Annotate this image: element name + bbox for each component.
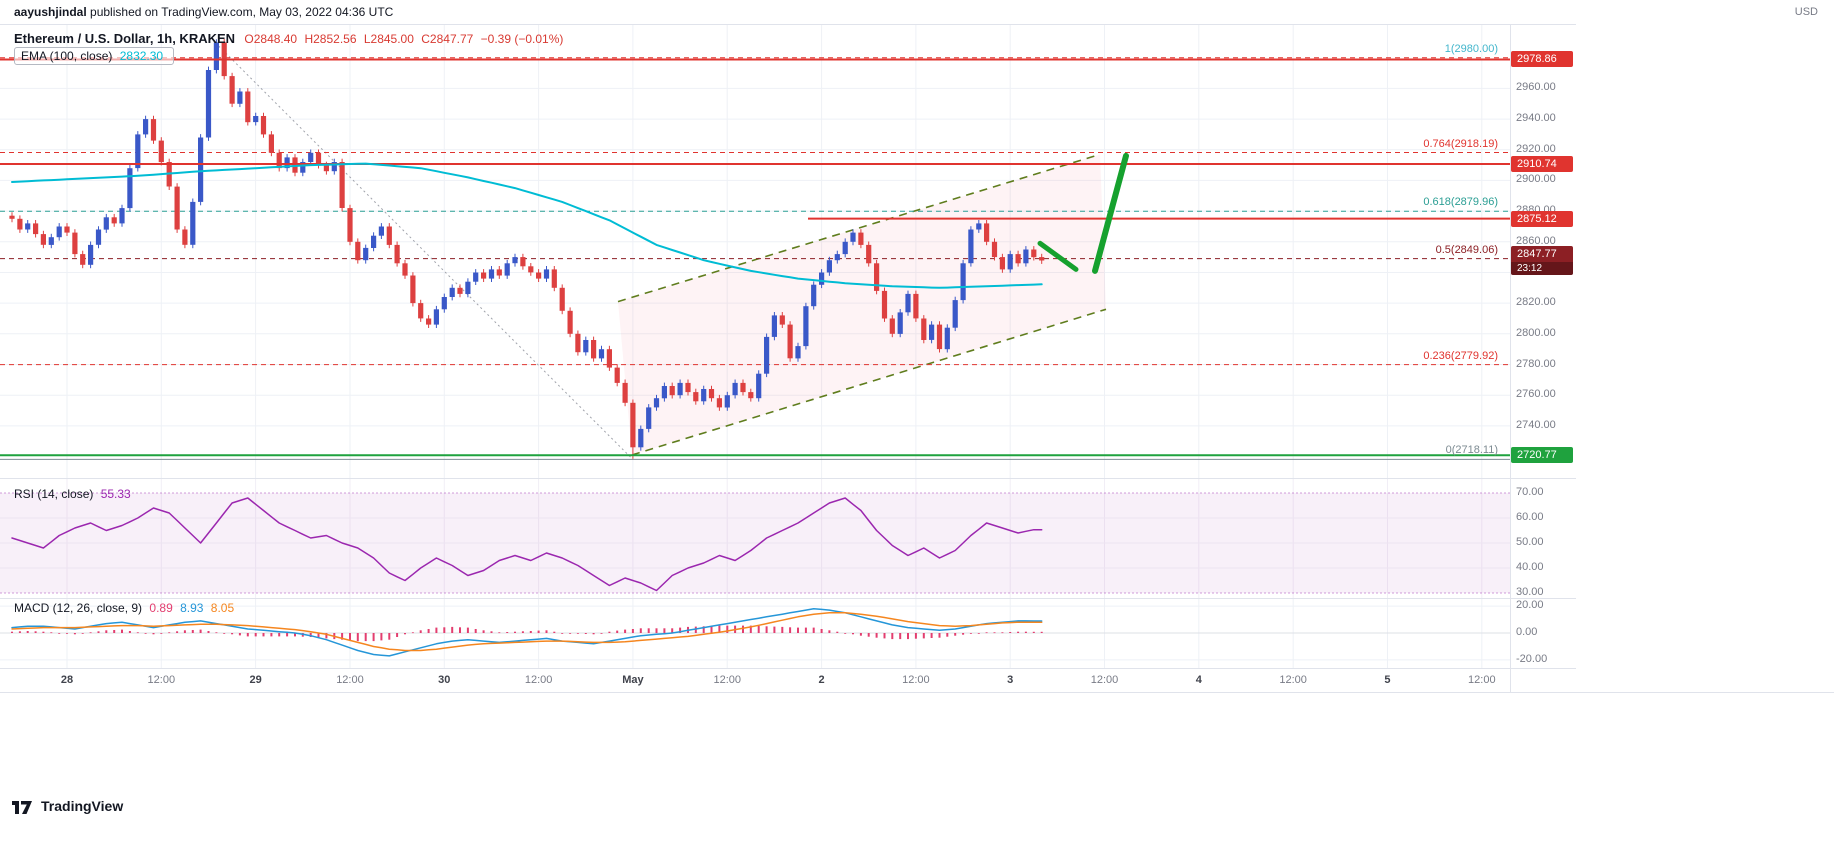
rsi-pane-canvas[interactable] [0,478,1510,598]
time-axis-label: 3 [1007,674,1014,686]
attribution-text: published on TradingView.com, May 03, 20… [86,5,394,19]
time-axis-label: May [622,674,644,686]
price-axis-tick: 2820.00 [1516,296,1556,309]
time-axis-label: 12:00 [524,674,553,686]
macd-axis-tick: -20.00 [1516,652,1548,665]
ema-value: 2832.30 [119,49,164,63]
price-axis-tick: 2900.00 [1516,173,1556,186]
pane-separator[interactable] [0,478,1576,479]
price-axis-tick: 2960.00 [1516,81,1556,94]
time-axis-border [0,668,1576,669]
price-axis-tick: 2800.00 [1516,326,1556,339]
last-price-badge: 2847.77 23:12 [1511,245,1573,275]
price-axis-tick: 2740.00 [1516,418,1556,431]
time-axis-label: 2 [818,674,825,686]
tradingview-logo-icon [12,801,32,814]
macd-axis-tick: 0.00 [1516,626,1538,638]
time-axis-label: 5 [1384,674,1391,686]
ohlc-open: O2848.40 [244,32,298,46]
currency-toggle[interactable]: USD [1794,6,1818,18]
price-axis-tick: 2840.00 [1516,265,1556,278]
time-axis-label: 12:00 [1279,674,1307,686]
macd-label: MACD (12, 26, close, 9) [14,601,143,615]
price-line-badge: 2910.74 [1511,155,1573,172]
chart-top-border [0,24,1576,25]
price-axis-border[interactable] [1510,24,1511,692]
time-axis-label: 12:00 [1468,674,1496,686]
price-axis-tick: 2940.00 [1516,112,1556,125]
rsi-axis-tick: 40.00 [1516,561,1544,573]
ohlc-low: L2845.00 [363,32,414,46]
time-axis-label: 30 [438,674,451,686]
tradingview-logo-text: TradingView [41,798,124,814]
ohlc-close: C2847.77 [421,32,474,46]
price-line-badge: 2978.86 [1511,51,1573,68]
chart-bottom-border [0,692,1834,693]
rsi-axis-tick: 60.00 [1516,511,1544,523]
price-change: −0.39 (−0.01%) [480,32,564,46]
time-axis-label: 12:00 [713,674,741,686]
macd-pane-canvas[interactable] [0,598,1510,668]
macd-hist-value: 0.89 [149,601,173,615]
macd-line-value: 8.93 [180,601,204,615]
main-chart-canvas[interactable] [0,24,1510,478]
price-axis-tick: 2860.00 [1516,234,1556,247]
price-line-badge: 2875.12 [1511,210,1573,227]
time-axis-label: 29 [249,674,262,686]
time-axis-label: 28 [60,674,74,686]
time-axis-label: 12:00 [1090,674,1119,686]
time-axis-label: 12:00 [147,674,176,686]
price-axis-tick: 2920.00 [1516,142,1556,155]
rsi-axis-tick: 70.00 [1516,486,1544,498]
symbol-title[interactable]: Ethereum / U.S. Dollar, 1h, KRAKEN [14,31,236,46]
price-line-badge: 2720.77 [1511,447,1573,464]
rsi-axis-tick: 30.00 [1516,586,1544,598]
price-axis-tick: 2760.00 [1516,388,1556,401]
macd-axis-tick: 20.00 [1516,599,1544,612]
ohlc-high: H2852.56 [304,32,357,46]
macd-signal-value: 8.05 [210,601,235,615]
symbol-legend[interactable]: Ethereum / U.S. Dollar, 1h, KRAKEN O2848… [14,31,567,46]
attribution-username: aayushjindal [14,5,87,19]
time-axis-label: 12:00 [336,674,364,686]
time-axis-label: 4 [1195,674,1202,686]
macd-legend[interactable]: MACD (12, 26, close, 9) 0.89 8.93 8.05 [14,601,238,615]
attribution-bar: aayushjindal published on TradingView.co… [0,0,1834,24]
ema-label: EMA (100, close) [21,49,113,63]
pane-separator[interactable] [0,598,1576,599]
tradingview-logo[interactable]: TradingView [12,798,123,814]
rsi-axis-tick: 50.00 [1516,536,1544,548]
ema-legend[interactable]: EMA (100, close) 2832.30 [14,47,175,65]
rsi-legend[interactable]: RSI (14, close) 55.33 [14,487,135,501]
price-axis-tick: 2780.00 [1516,357,1556,370]
price-axis-tick: 2880.00 [1516,204,1556,217]
rsi-label: RSI (14, close) [14,487,94,501]
time-axis-label: 12:00 [902,674,930,686]
rsi-value: 55.33 [100,487,131,501]
